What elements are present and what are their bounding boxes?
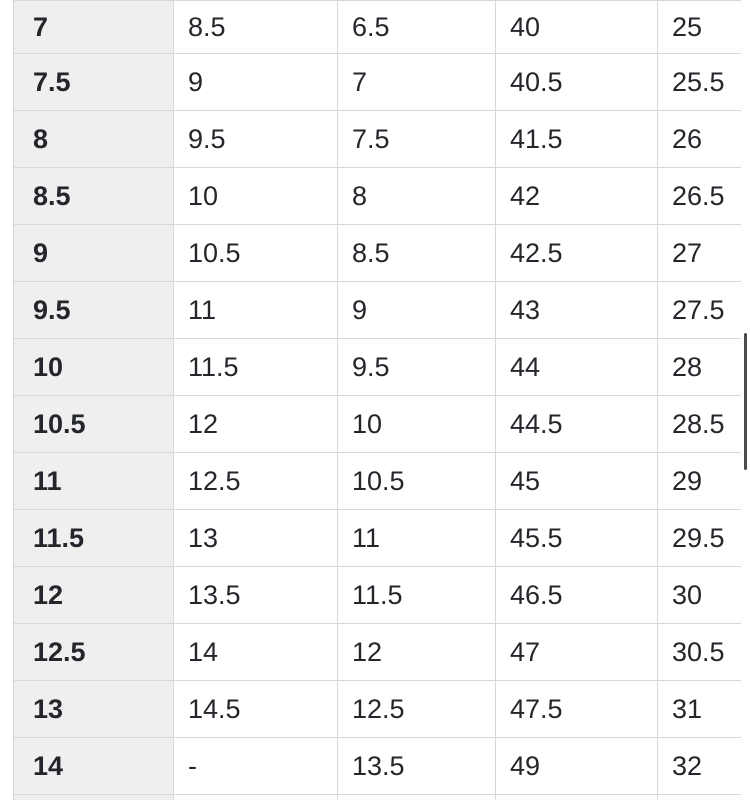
data-cell: 25 xyxy=(657,0,741,54)
data-cell: 30 xyxy=(657,566,741,624)
data-cell: 40 xyxy=(495,0,658,54)
data-cell: 10.5 xyxy=(337,452,496,510)
row-header-cell: 8.5 xyxy=(13,167,174,225)
table-row: 8.5 10 8 42 26.5 xyxy=(13,167,741,225)
data-cell: 26 xyxy=(657,110,741,168)
table-row: 7 8.5 6.5 40 25 xyxy=(13,0,741,54)
data-cell: 13.5 xyxy=(173,566,338,624)
data-cell: 13.5 xyxy=(337,737,496,795)
row-header-cell: 11.5 xyxy=(13,509,174,567)
row-header-cell: 7.5 xyxy=(13,53,174,111)
data-cell: 8.5 xyxy=(337,224,496,282)
data-cell: 26.5 xyxy=(657,167,741,225)
data-cell: 14 xyxy=(173,623,338,681)
row-header-cell: 10.5 xyxy=(13,395,174,453)
data-cell: 41.5 xyxy=(495,110,658,168)
data-cell: 12 xyxy=(173,395,338,453)
data-cell: 10 xyxy=(173,167,338,225)
table-row: 10 11.5 9.5 44 28 xyxy=(13,338,741,396)
table-row: 14-13.5 49 32 xyxy=(13,737,741,795)
row-header-cell: 9.5 xyxy=(13,281,174,339)
data-cell: 13 xyxy=(173,509,338,567)
table-row xyxy=(13,794,741,800)
data-cell: 10 xyxy=(337,395,496,453)
data-cell: 9 xyxy=(173,53,338,111)
data-cell: 12.5 xyxy=(337,680,496,738)
table-row: 9 10.5 8.5 42.5 27 xyxy=(13,224,741,282)
data-cell: 14.5 xyxy=(173,680,338,738)
size-table-body: 7 8.5 6.5 40 25 7.5 9 7 40.5 25.5 8 9.5 7.5 41.5 26 8.5… xyxy=(13,0,741,800)
data-cell: 10.5 xyxy=(173,224,338,282)
row-header-cell: 14 xyxy=(13,737,174,795)
data-cell: 45 xyxy=(495,452,658,510)
data-cell: 46.5 xyxy=(495,566,658,624)
table-row: 11 12.5 10.5 45 29 xyxy=(13,452,741,510)
data-cell: 44 xyxy=(495,338,658,396)
row-header-cell: 8 xyxy=(13,110,174,168)
row-header-cell: 11 xyxy=(13,452,174,510)
table-row: 8 9.5 7.5 41.5 26 xyxy=(13,110,741,168)
data-cell: 45.5 xyxy=(495,509,658,567)
data-cell: 8 xyxy=(337,167,496,225)
data-cell: 11.5 xyxy=(337,566,496,624)
table-row: 9.5 11 9 43 27.5 xyxy=(13,281,741,339)
data-cell: 12.5 xyxy=(173,452,338,510)
data-cell: 49 xyxy=(495,737,658,795)
data-cell: 32 xyxy=(657,737,741,795)
data-cell xyxy=(495,794,658,800)
data-cell: 27 xyxy=(657,224,741,282)
data-cell: 42.5 xyxy=(495,224,658,282)
data-cell: 43 xyxy=(495,281,658,339)
table-row: 11.5 13 11 45.5 29.5 xyxy=(13,509,741,567)
data-cell: 28.5 xyxy=(657,395,741,453)
data-cell: 27.5 xyxy=(657,281,741,339)
data-cell: 47.5 xyxy=(495,680,658,738)
data-cell: - xyxy=(173,737,338,795)
data-cell: 29.5 xyxy=(657,509,741,567)
data-cell: 11.5 xyxy=(173,338,338,396)
data-cell: 31 xyxy=(657,680,741,738)
data-cell: 11 xyxy=(173,281,338,339)
table-row: 12 13.5 11.5 46.5 30 xyxy=(13,566,741,624)
data-cell: 25.5 xyxy=(657,53,741,111)
row-header-cell: 13 xyxy=(13,680,174,738)
data-cell: 9.5 xyxy=(337,338,496,396)
data-cell: 11 xyxy=(337,509,496,567)
data-cell: 28 xyxy=(657,338,741,396)
row-header-cell xyxy=(13,794,174,800)
data-cell: 12 xyxy=(337,623,496,681)
table-row: 7.5 9 7 40.5 25.5 xyxy=(13,53,741,111)
data-cell: 42 xyxy=(495,167,658,225)
size-table: 7 8.5 6.5 40 25 7.5 9 7 40.5 25.5 8 9.5 7.5 41.5 26 8.5… xyxy=(13,0,741,800)
data-cell xyxy=(657,794,741,800)
size-table-container: 7 8.5 6.5 40 25 7.5 9 7 40.5 25.5 8 9.5 7.5 41.5 26 8.5… xyxy=(13,0,741,800)
data-cell: 9.5 xyxy=(173,110,338,168)
data-cell: 7.5 xyxy=(337,110,496,168)
row-header-cell: 12.5 xyxy=(13,623,174,681)
row-header-cell: 7 xyxy=(13,0,174,54)
data-cell: 7 xyxy=(337,53,496,111)
data-cell: 6.5 xyxy=(337,0,496,54)
row-header-cell: 12 xyxy=(13,566,174,624)
vertical-scrollbar-thumb[interactable] xyxy=(744,333,747,470)
data-cell: 9 xyxy=(337,281,496,339)
data-cell: 29 xyxy=(657,452,741,510)
data-cell xyxy=(337,794,496,800)
data-cell: 8.5 xyxy=(173,0,338,54)
data-cell: 40.5 xyxy=(495,53,658,111)
data-cell: 47 xyxy=(495,623,658,681)
table-row: 13 14.5 12.5 47.5 31 xyxy=(13,680,741,738)
data-cell: 30.5 xyxy=(657,623,741,681)
row-header-cell: 9 xyxy=(13,224,174,282)
table-row: 10.5 12 10 44.5 28.5 xyxy=(13,395,741,453)
table-row: 12.5 14 12 47 30.5 xyxy=(13,623,741,681)
row-header-cell: 10 xyxy=(13,338,174,396)
data-cell xyxy=(173,794,338,800)
data-cell: 44.5 xyxy=(495,395,658,453)
